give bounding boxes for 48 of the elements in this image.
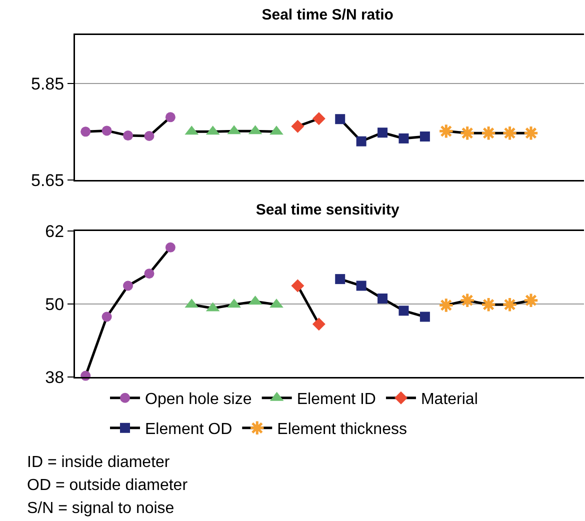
y-tick-label: 5.65 — [31, 170, 64, 190]
point — [523, 292, 539, 308]
point — [460, 292, 476, 308]
point — [438, 123, 454, 140]
point — [523, 125, 539, 141]
y-tick-label: 62 — [45, 222, 64, 241]
text: ID = inside diameter — [27, 454, 170, 471]
legend-label: Element ID — [296, 391, 376, 408]
point — [144, 131, 154, 142]
point — [102, 312, 112, 322]
point — [123, 130, 134, 141]
point — [335, 274, 346, 284]
point — [480, 296, 496, 312]
chart-title: Seal time sensitivity — [256, 201, 400, 218]
point — [312, 318, 326, 331]
legend-label: Material — [420, 391, 478, 408]
point — [165, 112, 176, 122]
point — [438, 297, 454, 314]
y-tick-label: 38 — [45, 368, 64, 387]
point — [335, 114, 346, 124]
point — [480, 125, 496, 141]
point — [420, 312, 430, 322]
point — [291, 120, 304, 133]
point — [123, 280, 134, 291]
point — [144, 268, 154, 279]
legend-label: Element thickness — [277, 421, 407, 438]
point — [165, 242, 176, 252]
point — [420, 132, 430, 142]
point — [80, 126, 91, 137]
legend-label: Open hole size — [145, 391, 252, 408]
text: S/N = signal to noise — [27, 500, 174, 517]
point — [356, 136, 366, 146]
point — [378, 128, 388, 138]
y-tick-label: 5.85 — [31, 74, 64, 94]
point — [312, 112, 326, 126]
point — [102, 126, 112, 136]
point — [502, 125, 518, 141]
point — [398, 306, 409, 316]
point — [460, 125, 476, 141]
point — [291, 279, 304, 292]
legend-label: Element OD — [145, 421, 232, 438]
point — [398, 133, 409, 144]
point — [356, 280, 366, 291]
chart-title: Seal time S/N ratio — [262, 6, 394, 24]
text: OD = outside diameter — [27, 477, 188, 494]
point — [378, 294, 388, 304]
point — [502, 296, 518, 312]
y-tick-label: 50 — [45, 294, 64, 314]
